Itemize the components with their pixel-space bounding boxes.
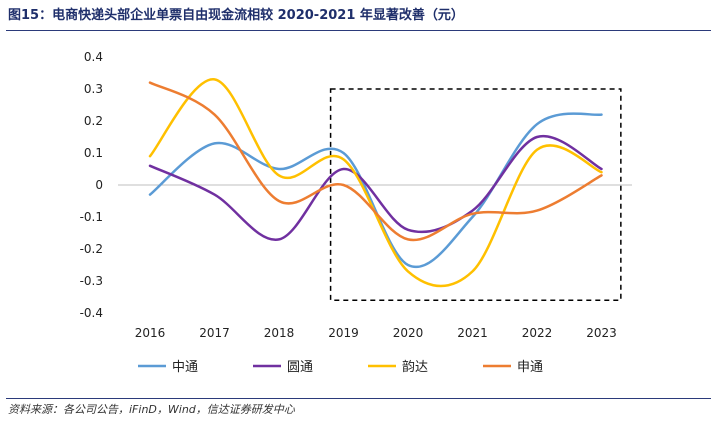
chart-title: 图15：电商快递头部企业单票自由现金流相较 2020-2021 年显著改善（元） bbox=[8, 8, 464, 23]
x-axis-ticks: 2016 2017 2018 2019 2020 2021 2022 2023 bbox=[135, 326, 617, 340]
legend-label: 韵达 bbox=[402, 360, 428, 375]
x-tick-label: 2018 bbox=[264, 326, 295, 340]
legend: 中通 圆通 韵达 申通 bbox=[138, 360, 543, 375]
y-tick-label: 0.3 bbox=[84, 82, 103, 96]
y-tick-label: -0.4 bbox=[80, 306, 103, 320]
highlight-box bbox=[329, 88, 622, 301]
x-tick-label: 2017 bbox=[199, 326, 230, 340]
legend-label: 圆通 bbox=[287, 360, 313, 375]
x-tick-label: 2019 bbox=[328, 326, 359, 340]
y-tick-label: 0.1 bbox=[84, 146, 103, 160]
y-tick-label: 0 bbox=[95, 178, 103, 192]
x-tick-label: 2022 bbox=[522, 326, 553, 340]
x-tick-label: 2016 bbox=[135, 326, 166, 340]
legend-label: 中通 bbox=[172, 360, 198, 375]
x-tick-label: 2021 bbox=[457, 326, 488, 340]
x-tick-label: 2023 bbox=[586, 326, 617, 340]
series-line-2 bbox=[148, 134, 603, 241]
y-tick-label: -0.1 bbox=[80, 210, 103, 224]
source-note: 资料来源：各公司公告，iFinD，Wind，信达证券研发中心 bbox=[8, 403, 295, 416]
y-tick-label: 0.4 bbox=[84, 50, 103, 64]
y-tick-label: -0.2 bbox=[80, 242, 103, 256]
y-tick-label: -0.3 bbox=[80, 274, 103, 288]
legend-label: 申通 bbox=[517, 360, 543, 375]
series-line-1 bbox=[148, 112, 603, 269]
series-line-4 bbox=[148, 81, 603, 242]
series-lines bbox=[148, 78, 603, 288]
series-line-3 bbox=[148, 78, 603, 288]
x-tick-label: 2020 bbox=[393, 326, 424, 340]
y-axis-ticks: 0.4 0.3 0.2 0.1 0 -0.1 -0.2 -0.3 -0.4 bbox=[80, 50, 103, 320]
y-tick-label: 0.2 bbox=[84, 114, 103, 128]
bottom-rule bbox=[6, 398, 711, 399]
top-rule bbox=[6, 30, 711, 31]
